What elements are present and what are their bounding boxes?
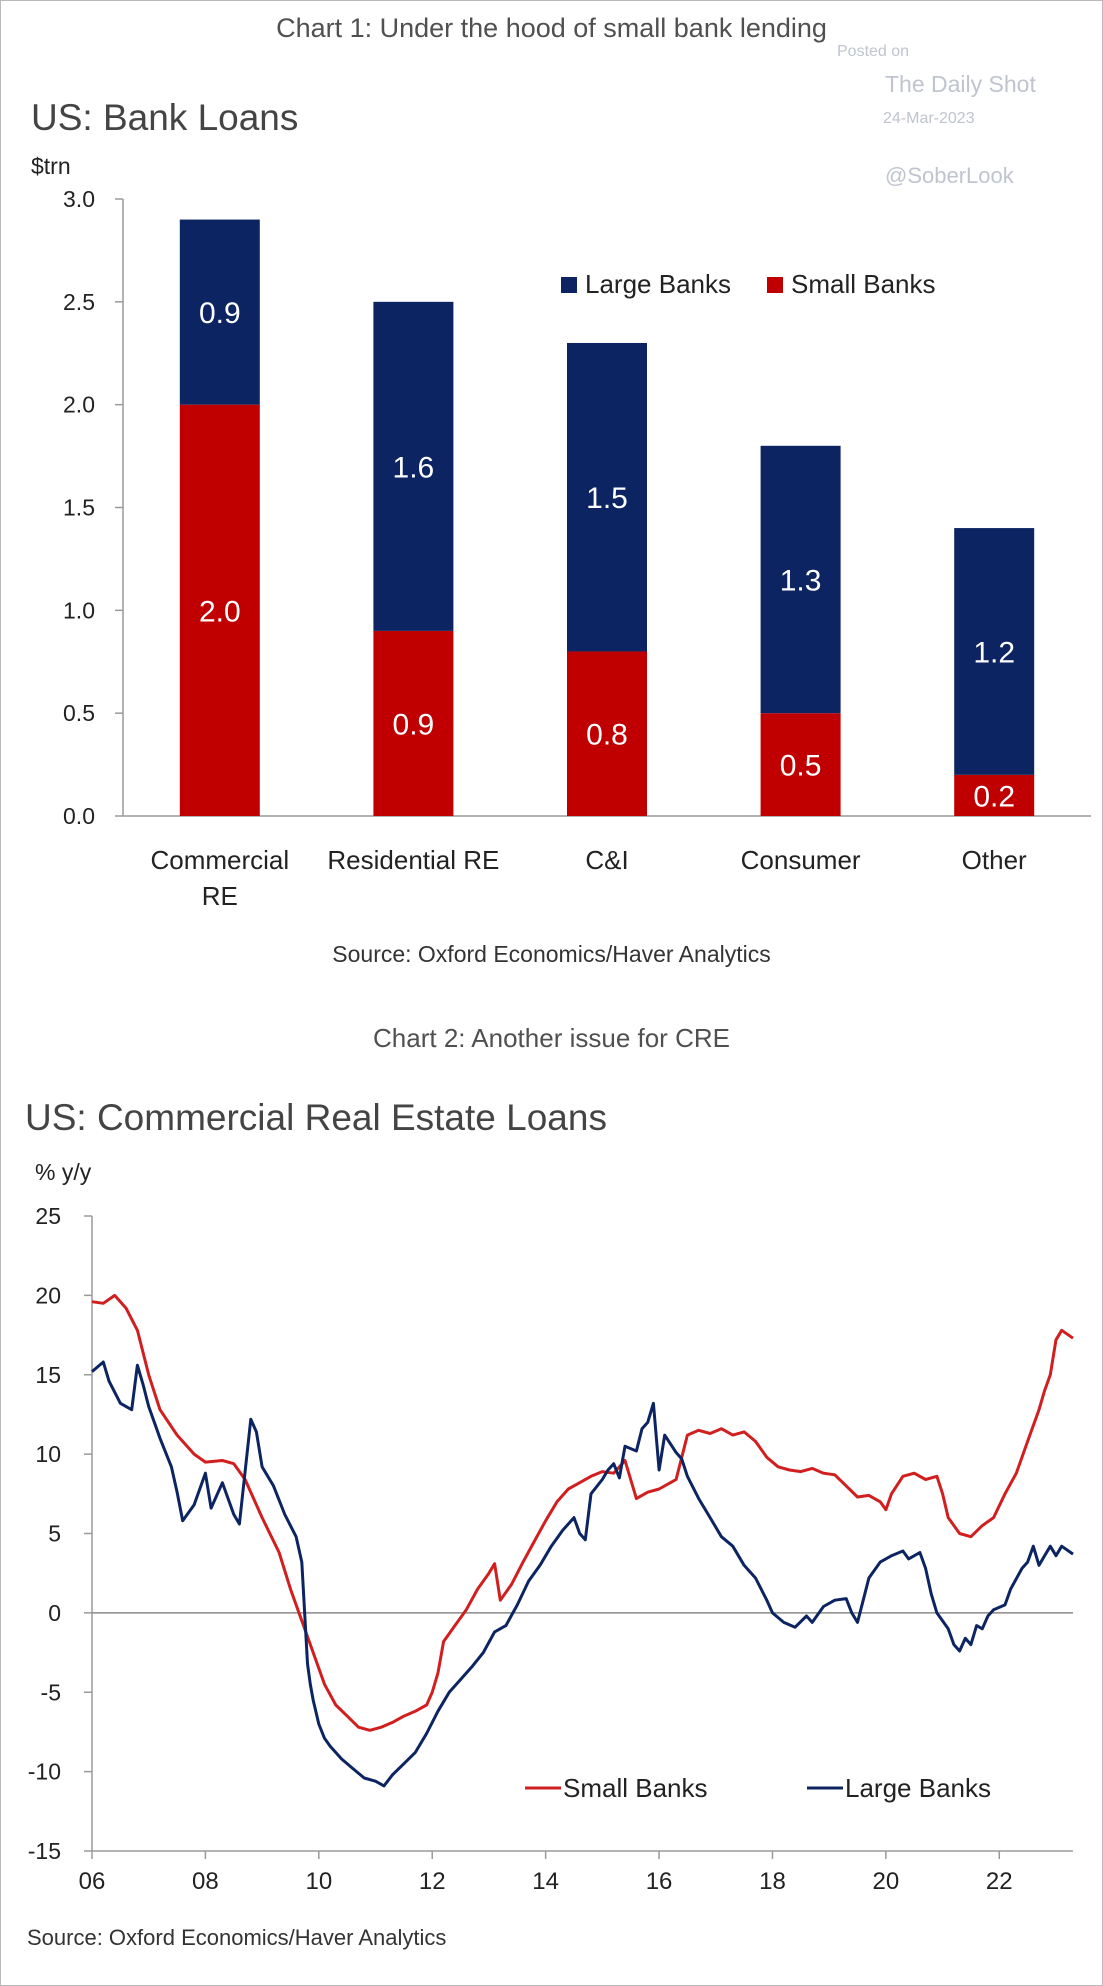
chart2-y-tick-label: 15 bbox=[35, 1362, 61, 1388]
chart1-source: Source: Oxford Economics/Haver Analytics bbox=[332, 941, 771, 967]
chart2-y-tick-label: -15 bbox=[28, 1838, 61, 1864]
bar-small-banks bbox=[760, 713, 841, 816]
chart1-legend-label: Small Banks bbox=[791, 269, 936, 299]
chart2-x-tick-label: 16 bbox=[646, 1868, 673, 1895]
chart2-x-tick-label: 14 bbox=[532, 1868, 559, 1895]
bar-large-banks-label: 1.3 bbox=[780, 564, 822, 597]
chart1-legend-label: Large Banks bbox=[585, 269, 731, 299]
bar-large-banks bbox=[179, 219, 260, 405]
chart1-title: US: Bank Loans bbox=[31, 97, 299, 138]
chart2-y-tick-label: 20 bbox=[35, 1282, 61, 1308]
chart2-x-tick-label: 22 bbox=[986, 1868, 1013, 1895]
chart1-category-label: RE bbox=[202, 881, 238, 911]
chart1-y-tick-label: 0.5 bbox=[63, 700, 95, 726]
chart2-legend-label: Large Banks bbox=[845, 1773, 991, 1803]
chart1-y-tick-label: 0.0 bbox=[63, 803, 95, 829]
bar-small-banks-label: 2.0 bbox=[199, 595, 241, 628]
chart1-category-label: Consumer bbox=[741, 845, 861, 875]
chart2-source: Source: Oxford Economics/Haver Analytics bbox=[27, 1925, 447, 1950]
chart2-y-tick-label: 25 bbox=[35, 1203, 61, 1229]
chart2-x-tick-label: 08 bbox=[192, 1868, 219, 1895]
bar-large-banks-label: 0.9 bbox=[199, 297, 241, 330]
bar-small-banks-label: 0.8 bbox=[586, 719, 628, 752]
chart2-y-tick-label: -10 bbox=[28, 1759, 61, 1785]
bar-small-banks bbox=[567, 651, 647, 816]
chart2-x-tick-label: 20 bbox=[873, 1868, 900, 1895]
chart1-y-tick-label: 2.0 bbox=[63, 392, 95, 418]
chart1-category-label: Other bbox=[962, 845, 1027, 875]
bar-large-banks bbox=[760, 445, 841, 714]
chart2-y-unit: % y/y bbox=[35, 1159, 92, 1185]
watermark-posted-on: Posted on bbox=[837, 43, 910, 60]
bar-large-banks-label: 1.5 bbox=[586, 482, 628, 515]
chart2-title: US: Commercial Real Estate Loans bbox=[25, 1097, 607, 1138]
chart2-heading: Chart 2: Another issue for CRE bbox=[373, 1023, 730, 1053]
bar-large-banks bbox=[567, 342, 647, 652]
chart1-legend-swatch bbox=[561, 277, 577, 293]
chart2-x-tick-label: 18 bbox=[759, 1868, 786, 1895]
chart2-x-tick-label: 10 bbox=[305, 1868, 332, 1895]
chart1-category-label: Residential RE bbox=[327, 845, 499, 875]
chart2-legend-label: Small Banks bbox=[563, 1773, 708, 1803]
bar-small-banks-label: 0.2 bbox=[973, 780, 1015, 813]
line-small-banks bbox=[91, 1293, 1074, 1732]
watermark-date: 24-Mar-2023 bbox=[883, 110, 975, 127]
bank-loans-chart: 0.0 0.5 1.0 1.5 2.0 2.5 3.0 2.0 0.9 Commercial RE 0… bbox=[63, 186, 1091, 911]
chart2-x-tick-label: 06 bbox=[79, 1868, 106, 1895]
bar-large-banks-label: 1.2 bbox=[973, 636, 1015, 669]
watermark-handle: @SoberLook bbox=[885, 163, 1014, 188]
chart2-x-tick-label: 12 bbox=[419, 1868, 446, 1895]
chart1-category-label: C&I bbox=[585, 845, 628, 875]
chart1-legend-swatch bbox=[767, 277, 783, 293]
chart2-y-tick-label: 0 bbox=[48, 1600, 61, 1626]
chart2-y-tick-label: 5 bbox=[48, 1521, 61, 1547]
bar-large-banks-label: 1.6 bbox=[393, 451, 435, 484]
chart1-y-tick-label: 3.0 bbox=[63, 186, 95, 212]
chart1-y-tick-label: 1.0 bbox=[63, 597, 95, 623]
bar-large-banks bbox=[373, 301, 454, 631]
chart2-y-tick-label: 10 bbox=[35, 1441, 61, 1467]
watermark-site: The Daily Shot bbox=[885, 71, 1036, 97]
chart1-heading: Chart 1: Under the hood of small bank le… bbox=[276, 13, 827, 43]
chart2-y-tick-label: -5 bbox=[41, 1679, 61, 1705]
chart1-category-label: Commercial bbox=[150, 845, 289, 875]
bar-small-banks-label: 0.5 bbox=[780, 750, 822, 783]
bar-small-banks-label: 0.9 bbox=[393, 708, 435, 741]
bar-small-banks bbox=[179, 404, 260, 816]
chart1-y-tick-label: 2.5 bbox=[63, 289, 95, 315]
chart1-y-tick-label: 1.5 bbox=[63, 495, 95, 521]
bar-small-banks bbox=[373, 630, 454, 816]
chart1-y-unit: $trn bbox=[31, 153, 71, 179]
bar-small-banks bbox=[954, 774, 1035, 816]
line-large-banks bbox=[91, 1360, 1074, 1788]
bar-large-banks bbox=[954, 528, 1035, 775]
